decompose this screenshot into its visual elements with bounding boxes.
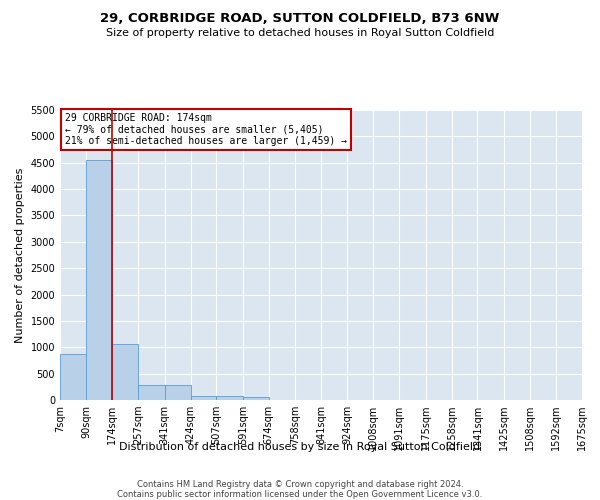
Bar bbox=[138, 384, 164, 400]
Text: Contains HM Land Registry data © Crown copyright and database right 2024.
Contai: Contains HM Land Registry data © Crown c… bbox=[118, 480, 482, 500]
Y-axis label: Number of detached properties: Number of detached properties bbox=[15, 168, 25, 342]
Bar bbox=[191, 396, 217, 400]
Text: Size of property relative to detached houses in Royal Sutton Coldfield: Size of property relative to detached ho… bbox=[106, 28, 494, 38]
Bar bbox=[112, 344, 138, 400]
Bar bbox=[164, 384, 191, 400]
Bar bbox=[60, 354, 86, 400]
Text: 29 CORBRIDGE ROAD: 174sqm
← 79% of detached houses are smaller (5,405)
21% of se: 29 CORBRIDGE ROAD: 174sqm ← 79% of detac… bbox=[65, 113, 347, 146]
Text: 29, CORBRIDGE ROAD, SUTTON COLDFIELD, B73 6NW: 29, CORBRIDGE ROAD, SUTTON COLDFIELD, B7… bbox=[100, 12, 500, 26]
Text: Distribution of detached houses by size in Royal Sutton Coldfield: Distribution of detached houses by size … bbox=[119, 442, 481, 452]
Bar bbox=[217, 396, 243, 400]
Bar bbox=[86, 160, 112, 400]
Bar bbox=[243, 398, 269, 400]
